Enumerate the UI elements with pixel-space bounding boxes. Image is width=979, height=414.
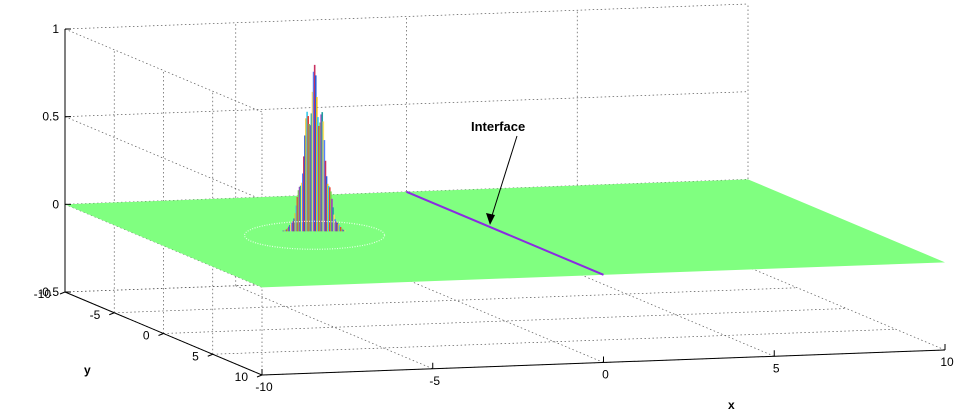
grid-line bbox=[235, 285, 433, 370]
z-tick-labels: -0.5 0 0.5 1 bbox=[38, 22, 59, 299]
y-axis-label: y bbox=[84, 363, 91, 377]
surface bbox=[65, 64, 945, 288]
x-tick-labels: -10 -5 0 5 10 bbox=[255, 355, 954, 394]
y-tick-label: 10 bbox=[235, 370, 249, 384]
grid-line bbox=[747, 266, 946, 351]
grid-line bbox=[64, 28, 263, 113]
grid-line bbox=[163, 308, 847, 334]
x-tick-label: 5 bbox=[773, 361, 780, 375]
z-tick-label: 1 bbox=[52, 22, 59, 36]
y-tick-label: 5 bbox=[192, 349, 199, 363]
interface-annotation-label: Interface bbox=[471, 119, 525, 134]
x-axis-label: x bbox=[728, 398, 735, 412]
z-tick-label: 0 bbox=[52, 197, 59, 211]
interface-arrow-head bbox=[486, 213, 495, 225]
y-tick-label: 0 bbox=[143, 329, 150, 343]
interface-line bbox=[406, 190, 604, 276]
y-tick-mark bbox=[158, 333, 164, 336]
grid-line bbox=[64, 3, 749, 30]
grid-line bbox=[406, 279, 604, 363]
x-tick-label: -5 bbox=[429, 374, 440, 388]
interface-arrow-shaft bbox=[489, 135, 518, 223]
y-tick-label: -10 bbox=[34, 287, 52, 301]
y-tick-mark bbox=[207, 353, 213, 357]
x-tick-label: -10 bbox=[255, 380, 273, 394]
y-tick-mark bbox=[59, 291, 66, 295]
z-tick-label: 0.5 bbox=[42, 110, 59, 124]
interface-annotation: Interface bbox=[471, 119, 525, 225]
y-tick-label: -5 bbox=[90, 308, 101, 322]
x-tick-label: 10 bbox=[940, 355, 954, 369]
y-tick-mark bbox=[109, 312, 115, 316]
z-tick-label: -0.5 bbox=[38, 285, 59, 299]
x-tick-label: 0 bbox=[602, 368, 609, 382]
y-tick-mark bbox=[256, 374, 263, 378]
wave-base-mesh bbox=[243, 220, 386, 250]
axes bbox=[59, 28, 946, 378]
y-tick-labels: -10 -5 0 5 10 bbox=[34, 287, 249, 384]
